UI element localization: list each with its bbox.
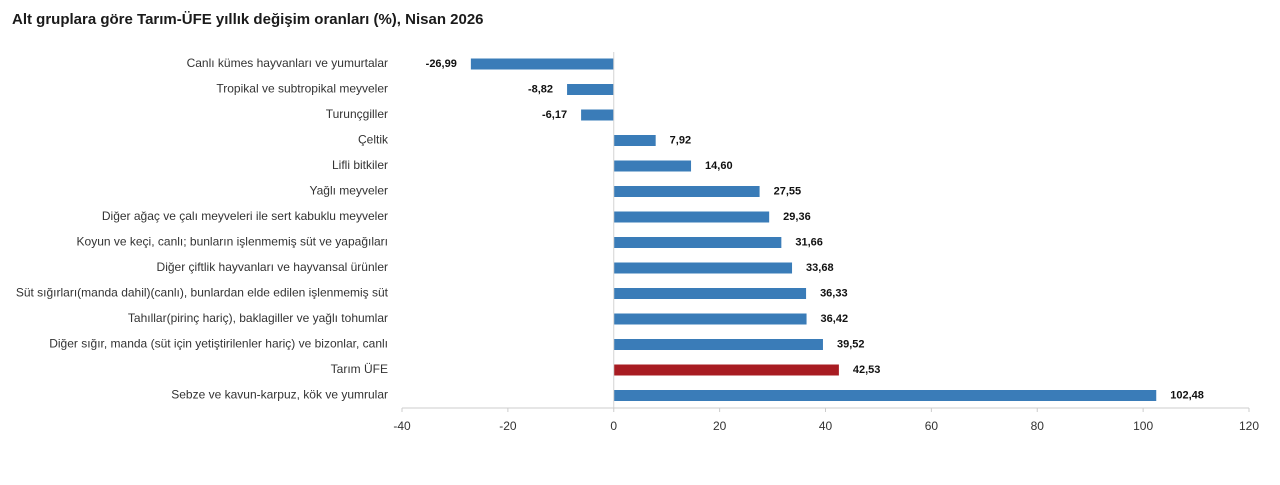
value-label: 31,66 xyxy=(795,236,823,248)
value-label: 102,48 xyxy=(1170,389,1204,401)
value-label: -26,99 xyxy=(426,58,457,70)
category-label: Süt sığırları(manda dahil)(canlı), bunla… xyxy=(16,286,389,300)
x-tick-label: -20 xyxy=(499,419,517,433)
bar-8 xyxy=(613,237,782,248)
bar-9 xyxy=(613,262,793,274)
category-label: Çeltik xyxy=(358,133,389,147)
value-label: -8,82 xyxy=(528,83,553,95)
bar-3 xyxy=(581,109,614,121)
category-label: Sebze ve kavun-karpuz, kök ve yumrular xyxy=(171,388,388,402)
category-label: Koyun ve keçi, canlı; bunların işlenmemi… xyxy=(77,235,388,249)
value-label: 36,42 xyxy=(821,313,849,325)
bar-11 xyxy=(613,313,807,325)
x-tick-label: 60 xyxy=(925,419,939,433)
bar-12 xyxy=(613,339,823,350)
chart-title: Alt gruplara göre Tarım-ÜFE yıllık değiş… xyxy=(12,11,484,28)
category-label: Diğer ağaç ve çalı meyveleri ile sert ka… xyxy=(102,209,388,223)
x-tick-label: 0 xyxy=(610,419,617,433)
category-label: Diğer çiftlik hayvanları ve hayvansal ür… xyxy=(157,260,388,274)
bars-group xyxy=(470,58,1157,401)
value-label: 33,68 xyxy=(806,262,834,274)
x-tick-label: 120 xyxy=(1239,419,1259,433)
x-axis: -40 -20 0 20 40 60 80 100 120 xyxy=(393,52,1259,433)
x-tick-label: 80 xyxy=(1031,419,1045,433)
value-label: 27,55 xyxy=(774,185,802,197)
category-label: Tahıllar(pirinç hariç), baklagiller ve y… xyxy=(128,311,388,325)
bar-5 xyxy=(613,160,692,172)
bar-13 xyxy=(613,364,839,376)
category-label: Tropikal ve subtropikal meyveler xyxy=(216,82,388,96)
x-tick-label: 40 xyxy=(819,419,833,433)
x-tick-label: 20 xyxy=(713,419,727,433)
bar-2 xyxy=(567,84,614,95)
category-label: Diğer sığır, manda (süt için yetiştirile… xyxy=(49,337,388,351)
value-label: 14,60 xyxy=(705,160,733,172)
category-label: Turunçgiller xyxy=(326,107,388,121)
bar-6 xyxy=(613,186,760,197)
value-label: 29,36 xyxy=(783,211,811,223)
value-label: 7,92 xyxy=(670,134,691,146)
value-label: 42,53 xyxy=(853,364,881,376)
bar-1 xyxy=(470,58,614,70)
x-tick-label: -40 xyxy=(393,419,411,433)
bar-4 xyxy=(613,135,656,146)
category-label: Yağlı meyveler xyxy=(310,184,388,198)
value-label: -6,17 xyxy=(542,109,567,121)
value-label: 36,33 xyxy=(820,287,848,299)
category-labels: Canlı kümes hayvanları ve yumurtalar Trop… xyxy=(16,56,389,402)
category-label: Tarım ÜFE xyxy=(331,362,388,376)
bar-10 xyxy=(613,288,807,299)
category-label: Lifli bitkiler xyxy=(332,158,388,172)
x-tick-label: 100 xyxy=(1133,419,1153,433)
bar-7 xyxy=(613,211,770,223)
category-label: Canlı kümes hayvanları ve yumurtalar xyxy=(187,56,388,70)
bar-14 xyxy=(613,390,1157,401)
value-label: 39,52 xyxy=(837,338,865,350)
value-labels: -26,99 -8,82 -6,17 7,92 14,60 27,55 29,36 31,66… xyxy=(426,58,1204,402)
